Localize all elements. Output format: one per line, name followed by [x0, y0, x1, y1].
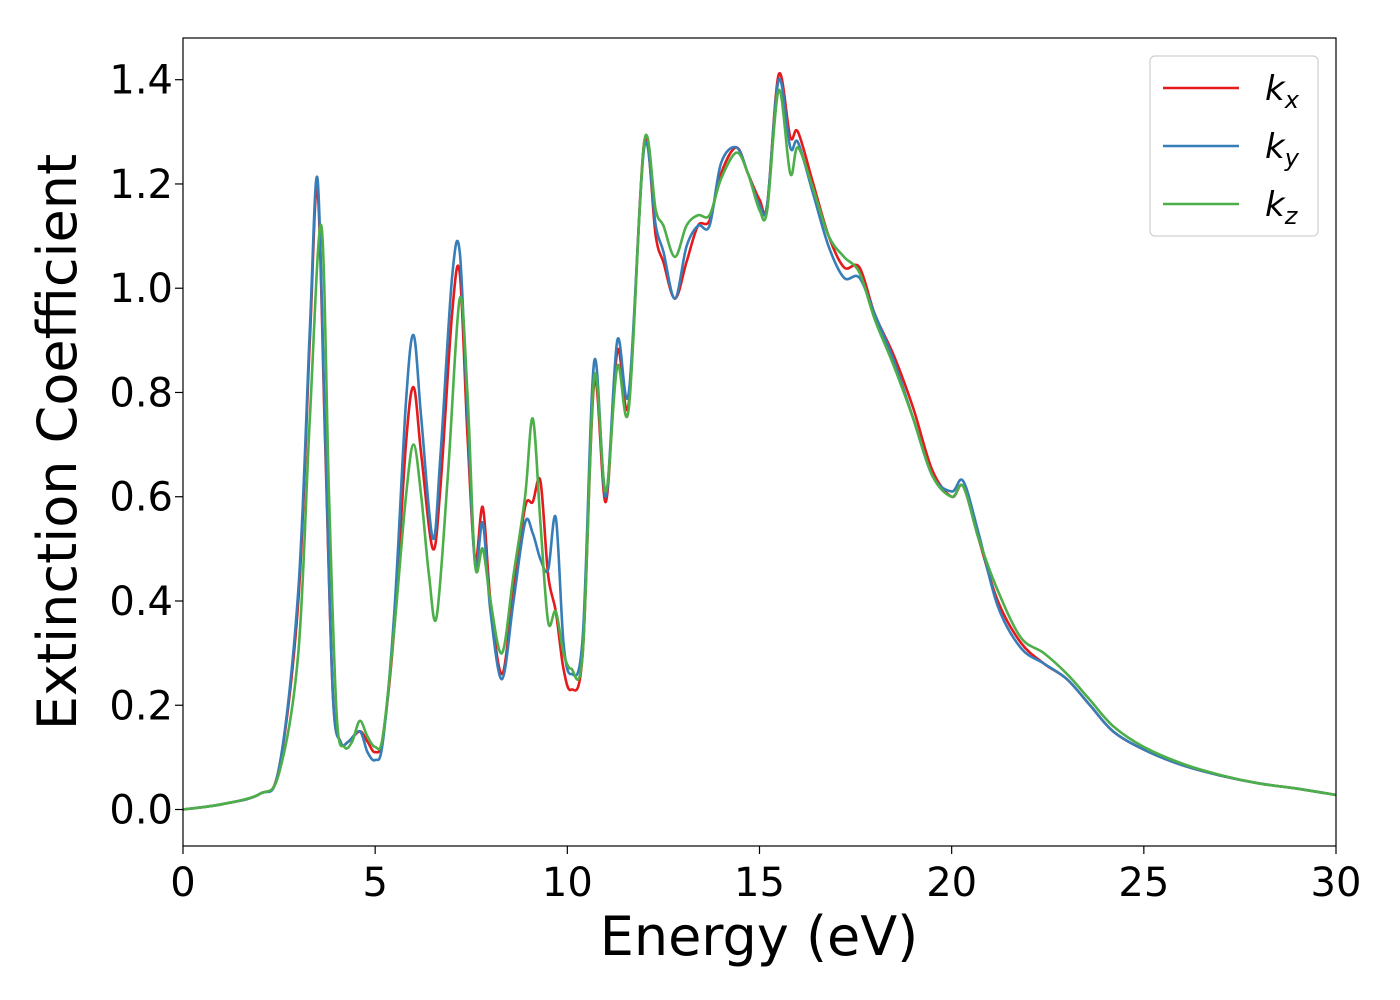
legend-label-k-z: kz: [1265, 185, 1299, 230]
x-tick-label: 10: [542, 860, 593, 906]
legend-label-base: k: [1265, 127, 1286, 167]
x-axis-title: Energy (eV): [600, 905, 919, 968]
y-tick-label: 0.8: [109, 370, 173, 416]
y-tick-label: 0.4: [109, 579, 173, 625]
series-line-k-z: [182, 88, 1337, 811]
y-tick-label: 1.2: [109, 162, 173, 208]
y-tick-label: 1.4: [109, 58, 173, 104]
y-tick-label: 1.0: [109, 266, 173, 312]
legend-label-k-x: kx: [1265, 69, 1300, 114]
y-axis: 0.0 0.2 0.4 0.6 0.8 1.0 1.2 1.4: [109, 58, 183, 834]
x-tick-label: 5: [362, 860, 387, 906]
legend-label-subscript: y: [1284, 144, 1300, 172]
x-tick-label: 20: [926, 860, 977, 906]
series-layer: [182, 71, 1337, 811]
x-tick-label: 30: [1311, 860, 1362, 906]
legend-label-subscript: x: [1284, 86, 1300, 114]
y-axis-title: Extinction Coefficient: [26, 154, 89, 730]
legend-label-subscript: z: [1284, 202, 1299, 230]
x-tick-label: 15: [734, 860, 785, 906]
legend-label-base: k: [1265, 69, 1286, 109]
y-tick-label: 0.6: [109, 475, 173, 521]
x-axis: 0 5 10 15 20 25 30: [170, 846, 1361, 906]
plot-background: [183, 38, 1336, 846]
legend-label-base: k: [1265, 185, 1286, 225]
legend-label-k-y: ky: [1265, 127, 1300, 172]
x-tick-label: 0: [170, 860, 195, 906]
y-tick-label: 0.2: [109, 683, 173, 729]
x-tick-label: 25: [1118, 860, 1169, 906]
y-tick-label: 0.0: [109, 788, 173, 834]
